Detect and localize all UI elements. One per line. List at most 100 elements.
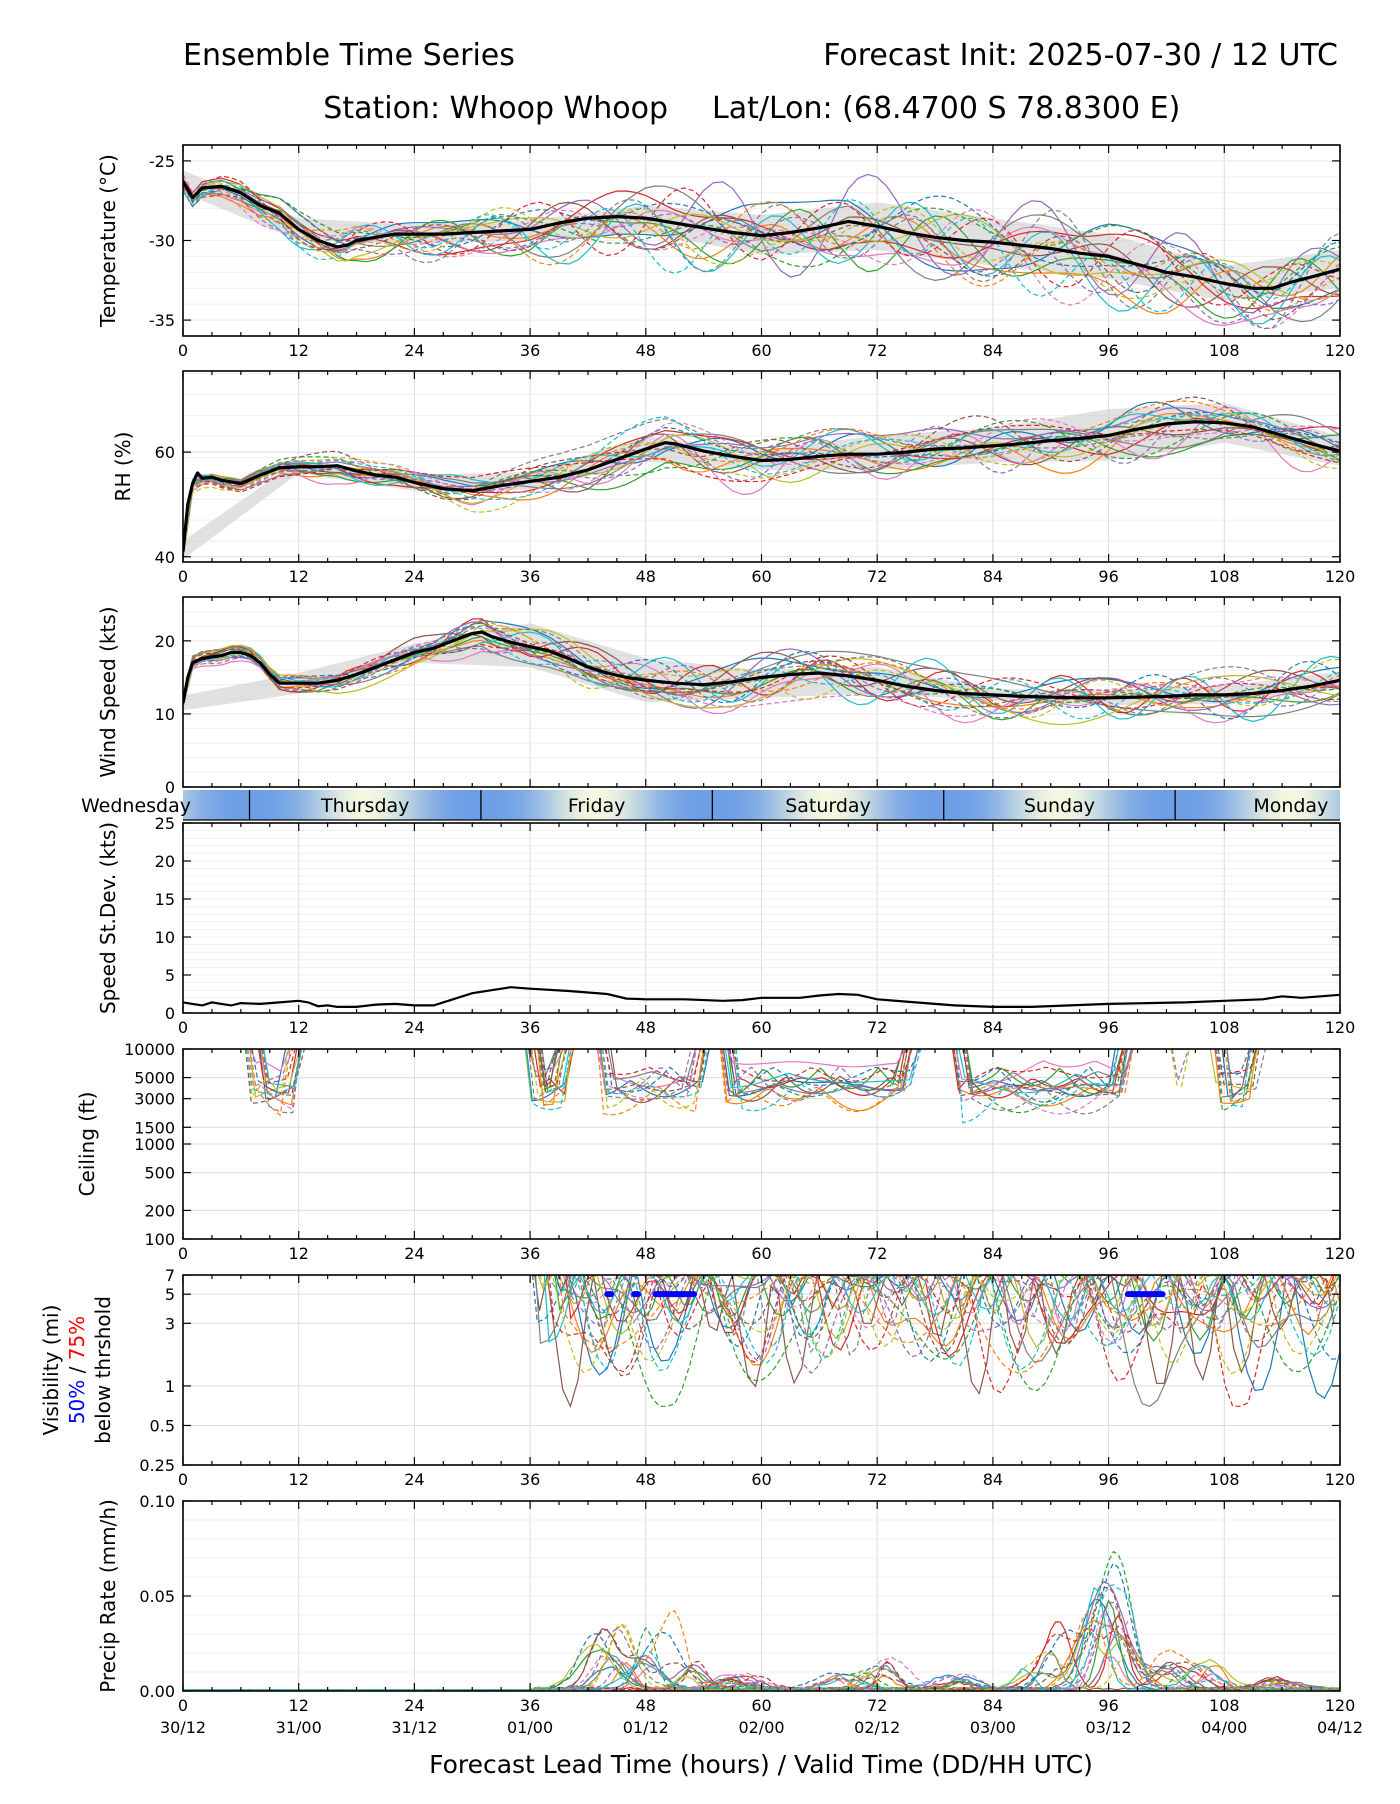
- plot-area: [531, 1275, 1340, 1409]
- ensemble-member-18: [183, 179, 1340, 330]
- valid-time-label: 31/00: [276, 1718, 322, 1737]
- ensemble-member-17: [183, 174, 1340, 330]
- day-label-wednesday: Wednesday: [81, 795, 191, 817]
- figure-title-right: Forecast Init: 2025-07-30 / 12 UTC: [823, 38, 1338, 73]
- x-tick-label: 60: [751, 341, 771, 360]
- y-tick-label: 15: [155, 890, 175, 909]
- x-tick-label: 0: [178, 341, 188, 360]
- valid-time-label: 01/12: [623, 1718, 669, 1737]
- ceiling-member-18: [262, 1049, 1266, 1115]
- ensemble-member-19: [183, 412, 1340, 560]
- ensemble-member-15: [183, 412, 1340, 553]
- valid-time-label: 03/00: [970, 1718, 1016, 1737]
- day-label-friday: Friday: [568, 795, 626, 817]
- station-name: Station: Whoop Whoop: [323, 91, 668, 126]
- valid-time-label: 03/12: [1086, 1718, 1132, 1737]
- ensemble-member-7: [183, 647, 1340, 724]
- x-tick-label: 108: [1209, 567, 1240, 586]
- visibility-member-5: [534, 1275, 1335, 1314]
- x-tick-label: 12: [289, 341, 309, 360]
- y-tick-label: 0.10: [139, 1492, 175, 1511]
- x-tick-label: 108: [1209, 1018, 1240, 1037]
- day-label-sunday: Sunday: [1024, 795, 1095, 817]
- y-axis-label: Visibility (mi): [39, 1305, 63, 1436]
- ceiling-member-20: [246, 1049, 1251, 1124]
- visibility-member-11: [531, 1275, 1340, 1363]
- day-band: Wednesday Thursday Friday Saturday Sunday Mon…: [81, 790, 1340, 821]
- y-tick-label: 10: [155, 705, 175, 724]
- x-tick-label: 120: [1325, 1470, 1356, 1489]
- panel-temperature: 0 12 24 36 48 60 72 84 96 108 120 -35 -30 -25 Temperat…: [96, 144, 1355, 360]
- x-tick-label: 48: [636, 1696, 656, 1715]
- y-tick-label: 5000: [134, 1069, 175, 1088]
- ensemble-member-13: [183, 631, 1340, 703]
- x-tick-label: 96: [1098, 1244, 1118, 1263]
- x-tick-label: 120: [1325, 1244, 1356, 1263]
- y-tick-label: 25: [155, 814, 175, 833]
- ensemble-member-10: [183, 412, 1340, 548]
- panel-visibility: 0 12 24 36 48 60 72 84 96 108 120 0.25 0.5 1 3 57 Visibi…: [39, 1266, 1355, 1489]
- day-band-fill: [183, 790, 1340, 820]
- x-tick-label: 60: [751, 1018, 771, 1037]
- x-tick-label: 84: [983, 567, 1003, 586]
- x-tick-label: 72: [867, 1696, 887, 1715]
- y-tick-label: -25: [149, 152, 175, 171]
- ensemble-member-11: [183, 185, 1340, 295]
- y-tick-label: 40: [155, 548, 175, 567]
- x-tick-label: 84: [983, 1696, 1003, 1715]
- ensemble-mean-line: [183, 420, 1340, 552]
- y-tick-label: 1: [165, 1377, 175, 1396]
- y-tick-label: 0.00: [139, 1682, 175, 1701]
- x-tick-label: 84: [983, 1244, 1003, 1263]
- x-tick-label: 0: [178, 1696, 188, 1715]
- y-tick-label: 0.05: [139, 1587, 175, 1606]
- x-tick-label: 24: [404, 567, 424, 586]
- ensemble-member-16: [183, 396, 1340, 551]
- day-label-thursday: Thursday: [320, 795, 409, 817]
- y-tick-label: 7: [165, 1266, 175, 1285]
- y-tick-label: 3000: [134, 1090, 175, 1109]
- x-tick-label: 12: [289, 1018, 309, 1037]
- x-tick-label: 84: [983, 1018, 1003, 1037]
- ensemble-member-17: [183, 418, 1340, 554]
- x-tick-label: 72: [867, 567, 887, 586]
- x-tick-label: 48: [636, 1018, 656, 1037]
- x-tick-label: 36: [520, 341, 540, 360]
- y-axis-label: RH (%): [111, 432, 135, 502]
- y-tick-label: 0.25: [139, 1456, 175, 1475]
- y-tick-label: 200: [144, 1201, 175, 1220]
- x-tick-label: 36: [520, 567, 540, 586]
- ensemble-member-10: [183, 179, 1340, 325]
- y-tick-label: 5: [165, 1285, 175, 1304]
- ensemble-member-20: [183, 414, 1340, 554]
- ensemble-member-6: [183, 633, 1340, 704]
- x-tick-label: 36: [520, 1018, 540, 1037]
- y-tick-label: 3: [165, 1314, 175, 1333]
- plot-area: [245, 1049, 1266, 1124]
- x-tick-label: 96: [1098, 341, 1118, 360]
- ensemble-member-1: [183, 178, 1340, 310]
- y-axis-label: Temperature (°C): [96, 154, 120, 328]
- ensemble-member-13: [183, 412, 1340, 556]
- x-tick-label: 0: [178, 1470, 188, 1489]
- day-label-monday: Monday: [1253, 795, 1328, 817]
- x-axis-title: Forecast Lead Time (hours) / Valid Time …: [429, 1750, 1093, 1779]
- panels: 0 12 24 36 48 60 72 84 96 108 120-35-30-25Temperat…: [39, 144, 1356, 1715]
- ensemble-member-14: [183, 175, 1340, 306]
- y-tick-label: 60: [155, 443, 175, 462]
- plot-area: [183, 986, 1340, 1008]
- x-tick-label: 24: [404, 341, 424, 360]
- x-tick-label: 24: [404, 1696, 424, 1715]
- ceiling-member-16: [245, 1049, 1260, 1104]
- y-tick-label: 10: [155, 928, 175, 947]
- y-axis-label-sub: below thrshold: [91, 1296, 115, 1444]
- y-tick-label: -30: [149, 232, 175, 251]
- panel-precip: 0 12 24 36 48 60 72 84 96 108 120 0.00 0.05 0.10 Preci…: [96, 1492, 1355, 1715]
- ensemble-member-11: [183, 621, 1340, 720]
- ceiling-member-4: [258, 1049, 1176, 1099]
- threshold-50-label: 50%: [65, 1380, 89, 1424]
- x-tick-label: 72: [867, 341, 887, 360]
- valid-time-label: 04/00: [1201, 1718, 1247, 1737]
- ensemble-mean-line: [183, 630, 1340, 704]
- ensemble-member-19: [183, 182, 1340, 300]
